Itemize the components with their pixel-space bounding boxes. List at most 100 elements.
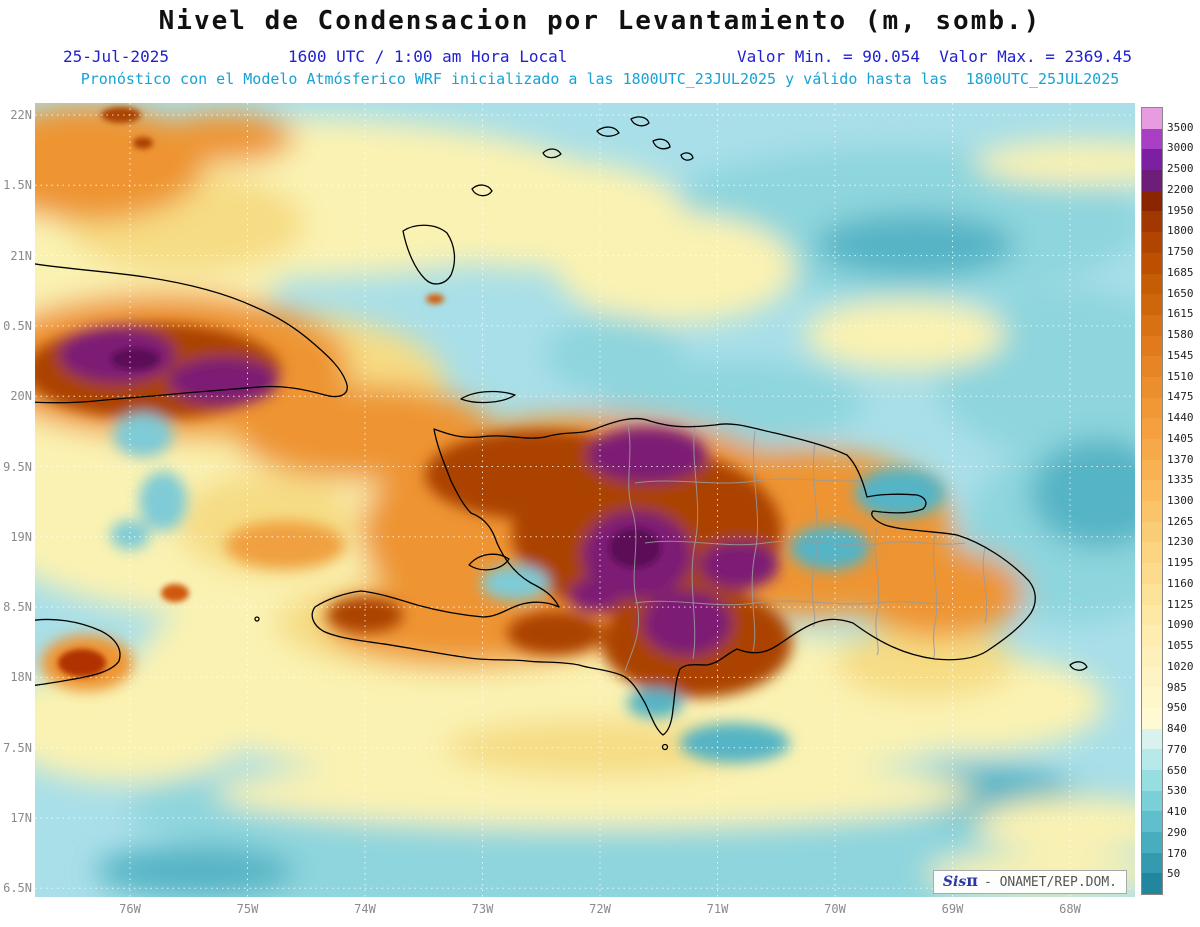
lat-tick-label: 20N — [10, 389, 32, 404]
watermark: Sisπ - ONAMET/REP.DOM. — [932, 870, 1127, 894]
coastline-great-inagua — [402, 224, 456, 285]
watermark-org: - ONAMET/REP.DOM. — [983, 875, 1117, 890]
lat-tick-label: 9.5N — [3, 459, 32, 474]
map-canvas: Sisπ - ONAMET/REP.DOM. — [35, 103, 1135, 897]
colorbar — [1141, 107, 1163, 895]
colorbar-tick-label: 1300 — [1167, 494, 1194, 507]
coastline-little-inagua — [471, 184, 493, 197]
colorbar-segment — [1142, 604, 1162, 626]
colorbar-tick-label: 50 — [1167, 867, 1181, 881]
colorbar-tick-label: 170 — [1167, 846, 1187, 860]
lon-tick-label: 76W — [119, 902, 141, 916]
colorbar-tick-label: 1405 — [1167, 431, 1194, 445]
colorbar-segment — [1142, 356, 1162, 377]
lat-tick-label: 1.5N — [3, 178, 32, 193]
colorbar-tick-label: 530 — [1167, 784, 1187, 798]
pi-symbol: π — [966, 871, 978, 890]
lat-tick-label: 22N — [10, 108, 32, 122]
colorbar-tick-label: 290 — [1167, 825, 1187, 839]
colorbar-segment — [1142, 439, 1162, 460]
colorbar-tick-label: 1020 — [1167, 659, 1194, 673]
lon-tick-label: 73W — [471, 902, 494, 916]
colorbar-tick-label: 1950 — [1167, 203, 1194, 217]
colorbar-segment — [1142, 521, 1162, 543]
map-field — [35, 103, 1135, 897]
colorbar-tick-label: 1335 — [1167, 473, 1194, 487]
colorbar-segment — [1142, 873, 1162, 895]
lon-tick-label: 71W — [706, 902, 729, 916]
gridlines — [35, 103, 1135, 897]
colorbar-tick-label: 840 — [1167, 722, 1187, 736]
colorbar-segment — [1142, 108, 1162, 129]
colorbar-segment — [1142, 418, 1162, 439]
colorbar-tick-label: 1615 — [1167, 307, 1194, 321]
colorbar-tick-label: 1800 — [1167, 224, 1194, 238]
colorbar-segment — [1142, 170, 1162, 191]
colorbar-tick-label: 2200 — [1167, 182, 1194, 196]
header-forecast-line: Pronóstico con el Modelo Atmósferico WRF… — [80, 70, 1120, 88]
colorbar-tick-label: 1265 — [1167, 514, 1194, 528]
colorbar-tick-label: 1230 — [1167, 535, 1194, 549]
lon-tick-label: 74W — [354, 902, 376, 916]
colorbar-segment — [1142, 563, 1162, 584]
colorbar-tick-label: 1090 — [1167, 618, 1194, 632]
colorbar-tick-label: 1440 — [1167, 411, 1194, 425]
lat-tick-label: 17N — [10, 811, 32, 825]
colorbar-tick-label: 985 — [1167, 680, 1187, 694]
colorbar-segment — [1142, 542, 1162, 564]
colorbar-segment — [1142, 273, 1162, 295]
page-title: Nivel de Condensacion por Levantamiento … — [158, 6, 1042, 36]
colorbar-tick-label: 1545 — [1167, 348, 1194, 362]
colorbar-tick-label: 1750 — [1167, 245, 1194, 259]
colorbar-tick-label: 1510 — [1167, 369, 1194, 383]
colorbar-segment — [1142, 335, 1162, 357]
coastline-mona — [1069, 661, 1088, 671]
colorbar-labels: 3500 3000 2500 2200 1950 1800 1750 1685 1650 1615… — [1167, 107, 1200, 895]
coastline-jamaica — [35, 618, 121, 686]
colorbar-tick-label: 1055 — [1167, 639, 1194, 653]
lon-tick-label: 69W — [941, 902, 964, 916]
colorbar-segment — [1142, 211, 1162, 233]
colorbar-segment — [1142, 294, 1162, 315]
colorbar-segment — [1142, 645, 1162, 667]
colorbar-tick-label: 1580 — [1167, 328, 1194, 342]
header-min-max: Valor Min. = 90.054 Valor Max. = 2369.45 — [737, 47, 1132, 66]
colorbar-tick-label: 1685 — [1167, 265, 1194, 279]
colorbar-segment — [1142, 625, 1162, 646]
colorbar-tick-label: 410 — [1167, 805, 1187, 819]
colorbar-tick-label: 950 — [1167, 701, 1187, 715]
colorbar-segment — [1142, 480, 1162, 502]
colorbar-segment — [1142, 687, 1162, 708]
watermark-brand: Sisπ — [943, 872, 978, 891]
colorbar-segment — [1142, 252, 1162, 274]
colorbar-segment — [1142, 501, 1162, 522]
colorbar-segment — [1142, 128, 1162, 150]
coastline-turks-caicos — [542, 116, 694, 161]
field-small-spots — [58, 107, 661, 677]
coastline-cuba — [35, 263, 348, 404]
lat-tick-label: 0.5N — [3, 318, 32, 333]
colorbar-segment — [1142, 397, 1162, 419]
lon-tick-label: 75W — [236, 902, 259, 916]
colorbar-segment — [1142, 832, 1162, 853]
province-borders — [624, 420, 988, 672]
colorbar-segment — [1142, 728, 1162, 750]
colorbar-tick-label: 1370 — [1167, 452, 1194, 466]
colorbar-segment — [1142, 376, 1162, 398]
colorbar-tick-label: 650 — [1167, 763, 1187, 777]
coastline-tortue — [460, 390, 516, 404]
lat-tick-label: 21N — [10, 248, 32, 263]
colorbar-tick-label: 3000 — [1167, 141, 1194, 155]
colorbar-tick-label: 3500 — [1167, 120, 1194, 134]
lat-tick-label: 8.5N — [3, 600, 32, 615]
colorbar-segment — [1142, 790, 1162, 812]
colorbar-segment — [1142, 314, 1162, 336]
colorbar-segment — [1142, 852, 1162, 874]
colorbar-segment — [1142, 666, 1162, 688]
colorbar-segment — [1142, 149, 1162, 171]
coastline-navassa — [254, 616, 260, 622]
coastline-hispaniola — [311, 417, 1036, 736]
colorbar-segment — [1142, 232, 1162, 253]
lat-tick-label: 18N — [10, 670, 32, 685]
